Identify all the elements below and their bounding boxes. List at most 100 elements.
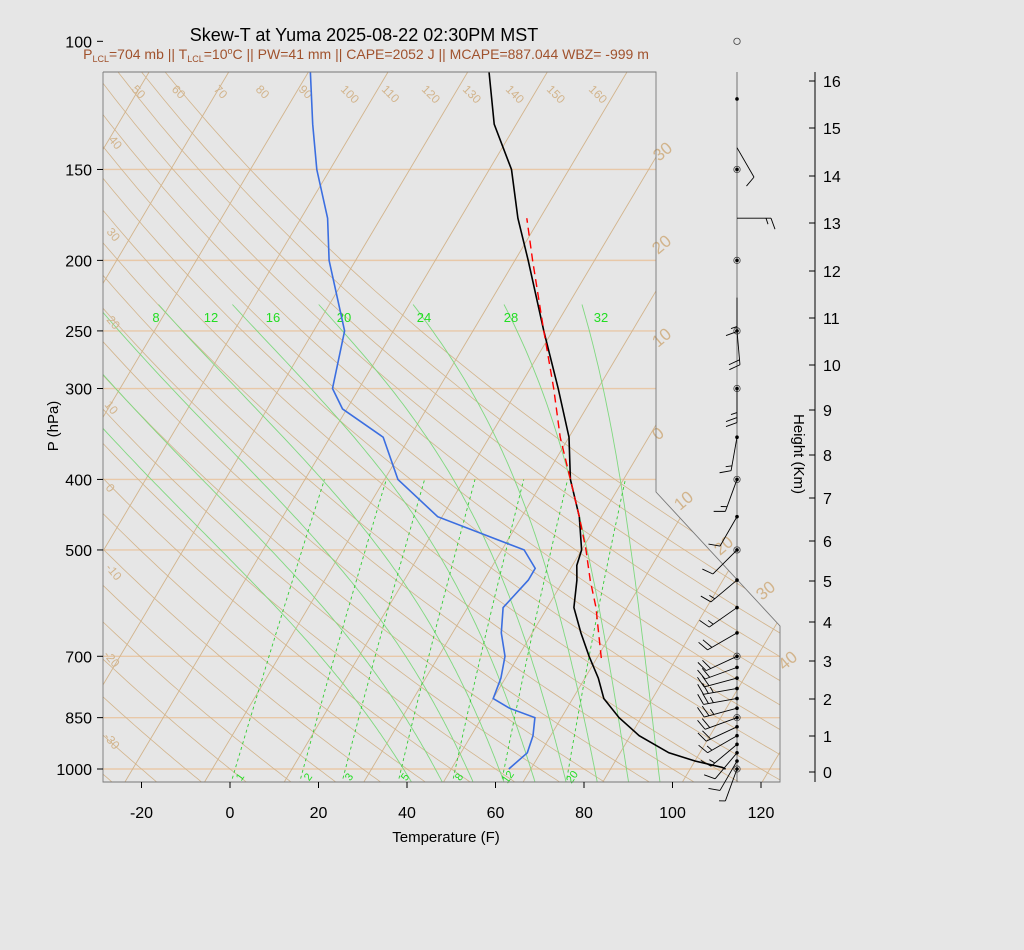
wind-barb-half-feather [725,465,733,468]
mixing-ratio-label: 12 [500,769,517,786]
wind-level-ring [733,652,741,660]
wind-barb-feather [702,659,712,669]
mcape-value: 887.044 [508,46,559,62]
wind-barb-feather [719,470,732,474]
wind-barb-feather [702,730,712,740]
moist-adiabat-label: 32 [594,310,608,325]
height-tick-label: 12 [823,264,841,281]
mixing-ratio-5 [397,479,476,782]
wind-barb-feather [701,718,711,728]
dry-adiabat-170 [103,72,780,782]
plot-frame [102,71,781,783]
wind-barb-feather [708,543,721,547]
moist-adiabat-extra-36 [581,304,661,782]
wind-barb-feather [697,677,705,688]
moist-adiabat-24 [318,304,568,782]
wind-barb-feather [703,774,716,780]
height-tick-label: 16 [823,74,841,91]
wind-level-ring [733,256,741,264]
height-tick-label: 13 [823,216,841,233]
wind-barb-staff [703,698,738,705]
moist-adiabat-label: 28 [504,310,518,325]
x-axis-label: Temperature (F) [392,829,500,846]
wind-barb-half-feather [709,708,715,715]
mixing-ratio-1 [230,479,325,782]
wind-barb-staff [736,330,741,365]
wind-barb-staff [719,760,738,791]
mixing-ratio-8 [451,479,525,782]
dry-adiabat-180 [103,72,780,782]
wind-barb-feather [700,595,712,603]
wind-barb-feather [708,787,721,791]
wind-barb-staff [704,707,738,718]
height-tick-label: 10 [823,358,841,375]
dry-adiabat-80 [103,72,609,782]
wind-barb-feather [728,359,740,366]
mixing-ratio-2 [298,479,387,782]
profile-dewpoint [308,72,537,770]
dry-adiabat-130 [103,72,780,782]
wind-level-ring [733,714,741,722]
wind-barb-feather [700,759,712,767]
wind-level-ring [733,37,741,45]
wind-barb-feather [701,668,711,678]
height-tick-label: 6 [823,534,832,551]
cape-value: 2052 J [393,46,435,62]
wind-barb-feather [729,364,741,371]
isotherm-40 [680,72,780,782]
wbz-value: -999 m [605,46,649,62]
dry-adiabat-40 [103,72,430,782]
isotherm--60 [103,72,347,782]
wind-level-dot [735,258,739,263]
wind-barb-feather [698,744,708,754]
wind-barb-staff [704,717,738,730]
chart-subtitle: PLCL=704 mb || TLCL=10oC || PW=41 mm || … [83,46,649,64]
dry-adiabat-60 [103,72,519,782]
profile-parcel [526,218,602,659]
isotherm--40 [103,72,507,782]
dry-adiabat-140 [103,72,780,782]
p-tick-label: 850 [65,711,92,728]
mixing-ratio-label: 8 [453,771,466,783]
isotherm--30 [123,72,586,782]
dry-adiabat-50 [103,72,474,782]
wind-barb-half-feather [709,686,714,693]
height-tick-label: 15 [823,121,841,138]
wind-barb-feather [697,720,706,730]
profiles [308,72,726,770]
dry-adiabat-0 [103,72,250,782]
p-tick-label: 400 [65,472,92,489]
wind-barb-feather [725,331,738,337]
background-lines [103,72,780,782]
wind-barb-staff [705,655,738,672]
mixing-ratio-label: 20 [564,769,581,786]
height-tick-label: 7 [823,491,832,508]
wind-barb-feather [702,683,709,694]
x-tick-label: 100 [659,805,686,822]
dry-adiabat--10 [103,72,205,782]
isotherm--50 [103,72,427,782]
wind-barb-staff [710,744,738,767]
dry-adiabat-200 [115,72,780,782]
wind-barb-feather [699,619,710,628]
p-tick-label: 250 [65,324,92,341]
height-tick-label: 11 [823,311,840,328]
mixing-ratio-label: 1 [234,771,247,783]
p-lcl-value: 704 mb [117,46,164,62]
isotherm--70 [103,72,268,782]
wind-barb-feather [701,705,710,716]
x-tick-label: -20 [130,805,153,822]
chart-title: Skew-T at Yuma 2025-08-22 02:30PM MST [190,25,539,45]
wind-level-ring [733,546,741,554]
wind-barb-feather [697,683,704,695]
moist-adiabat-extra-4 [103,304,415,782]
x-tick-label: 120 [748,805,775,822]
moist-adiabat-label: 16 [266,310,280,325]
wind-barb-feather [702,639,713,648]
t-lcl-value: 10 [212,46,228,62]
wind-barb-staff [730,437,738,471]
isotherm--20 [202,72,666,782]
moist-adiabat-32 [503,304,630,782]
moist-adiabat-16 [158,304,506,782]
